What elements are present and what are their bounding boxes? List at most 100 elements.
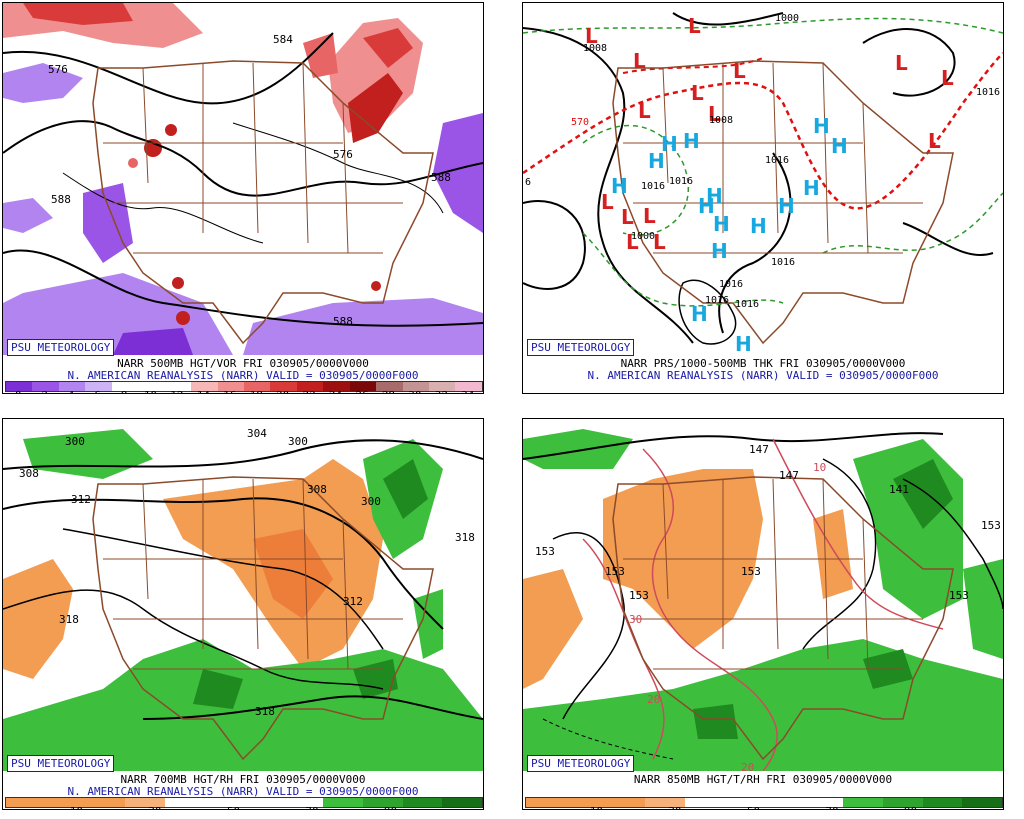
contour-label: 300 xyxy=(361,495,381,508)
color-scale-swatch xyxy=(283,798,324,807)
color-scale-swatch xyxy=(803,798,844,807)
color-scale-swatch xyxy=(85,798,126,807)
contour-label: 300 xyxy=(288,435,308,448)
color-scale-label: 90 xyxy=(904,805,917,809)
contour-label: 588 xyxy=(431,171,451,184)
isotherm-label: 30 xyxy=(629,613,642,626)
high-pressure-marker: H xyxy=(698,194,715,218)
psu-meteorology-badge: PSU METEOROLOGY xyxy=(527,755,635,772)
low-pressure-marker: L xyxy=(638,99,651,123)
isobar-label: 1016 xyxy=(669,176,693,187)
color-scale-label: 10 xyxy=(590,805,603,809)
color-scale-swatch xyxy=(764,798,804,807)
contour-label: 588 xyxy=(51,193,71,206)
isobar-label: 1016 xyxy=(976,87,1000,98)
low-pressure-marker: L xyxy=(688,14,701,38)
contour-label: 153 xyxy=(605,565,625,578)
contour-label: 308 xyxy=(19,467,39,480)
high-pressure-marker: H xyxy=(803,176,820,200)
isotherm-label: 20 xyxy=(741,761,754,771)
high-pressure-marker: H xyxy=(813,114,830,138)
high-pressure-marker: H xyxy=(713,212,730,236)
thickness-label: 6 xyxy=(525,177,531,188)
high-pressure-marker: H xyxy=(831,134,848,158)
contour-label: 304 xyxy=(247,427,267,440)
contour-label: 318 xyxy=(255,705,275,718)
color-scale-swatch xyxy=(191,382,218,391)
color-scale-swatch xyxy=(204,798,245,807)
high-pressure-marker: H xyxy=(778,194,795,218)
map-700mb-humidity: 300 300 308 312 304 308 300 318 318 312 … xyxy=(3,419,483,771)
color-scale-label: 70 xyxy=(825,805,838,809)
color-scale-swatch xyxy=(843,798,884,807)
color-scale-label: 22 xyxy=(302,389,315,393)
isotherm-label: 10 xyxy=(813,461,826,474)
color-scale-label: 14 xyxy=(197,389,210,393)
color-scale-swatch xyxy=(883,798,923,807)
color-scale-label: 20 xyxy=(276,389,289,393)
color-scale-swatch xyxy=(724,798,765,807)
color-scale-swatch xyxy=(243,382,271,391)
contour-label: 318 xyxy=(455,531,475,544)
low-pressure-marker: L xyxy=(941,66,954,90)
color-scale-swatch xyxy=(402,798,443,807)
color-scale-swatch xyxy=(244,798,284,807)
high-pressure-marker: H xyxy=(648,149,665,173)
map-pressure-thickness: L L L L L L L L L L L L L L L H H H H H … xyxy=(523,3,1003,355)
contour-label: 153 xyxy=(949,589,969,602)
caption-product-line: NARR 700MB HGT/RH FRI 030905/0000V000 xyxy=(120,773,366,786)
psu-meteorology-badge: PSU METEOROLOGY xyxy=(7,339,115,356)
low-pressure-marker: L xyxy=(691,81,704,105)
color-scale-swatch xyxy=(565,798,606,807)
color-scale-swatch xyxy=(962,798,1003,807)
color-scale-swatch xyxy=(164,798,205,807)
color-scale-swatch xyxy=(6,382,33,391)
high-pressure-marker: H xyxy=(683,129,700,153)
color-scale-swatch xyxy=(429,382,456,391)
low-pressure-marker: L xyxy=(585,24,598,48)
color-scale-label: 6 xyxy=(94,389,101,393)
isobar-label: 1000 xyxy=(775,13,799,24)
psu-meteorology-badge: PSU METEOROLOGY xyxy=(7,755,115,772)
contour-label: 576 xyxy=(333,148,353,161)
isobar-label: 1016 xyxy=(719,279,743,290)
contour-label: 153 xyxy=(741,565,761,578)
low-pressure-marker: L xyxy=(708,102,721,126)
contour-label: 318 xyxy=(59,613,79,626)
color-scale-swatch xyxy=(376,382,403,391)
color-scale-label: 2 xyxy=(41,389,48,393)
color-scale-swatch xyxy=(85,382,112,391)
color-scale-swatch xyxy=(125,798,165,807)
caption-product-line: NARR 850MB HGT/T/RH FRI 030905/0000V000 xyxy=(633,773,893,786)
color-scale-swatch xyxy=(45,798,86,807)
color-scale-label: 16 xyxy=(223,389,236,393)
isobar-label: 1000 xyxy=(631,231,655,242)
color-scale-swatch xyxy=(6,798,46,807)
caption-product-line: NARR PRS/1000-500MB THK FRI 030905/0000V… xyxy=(620,357,906,370)
map-500mb-vorticity: 576 584 588 588 588 576 xyxy=(3,3,483,355)
low-pressure-marker: L xyxy=(928,129,941,153)
color-scale-swatch xyxy=(323,382,350,391)
color-scale-label: 90 xyxy=(384,805,397,809)
color-scale-swatch xyxy=(455,382,482,391)
isobar-label: 1008 xyxy=(583,43,607,54)
color-scale-swatch xyxy=(217,382,244,391)
color-scale-swatch xyxy=(138,382,165,391)
isobar-label: 1016 xyxy=(641,181,665,192)
low-pressure-marker: L xyxy=(643,204,656,228)
color-scale-bar xyxy=(525,797,1003,808)
contour-label: 576 xyxy=(48,63,68,76)
isotherm-label: 20 xyxy=(647,693,660,706)
high-pressure-marker: H xyxy=(735,332,752,355)
caption-valid-line: N. AMERICAN REANALYSIS (NARR) VALID = 03… xyxy=(67,785,419,798)
color-scale-swatch xyxy=(684,798,725,807)
contour-label: 153 xyxy=(535,545,555,558)
caption-valid-line: N. AMERICAN REANALYSIS (NARR) VALID = 03… xyxy=(67,369,419,382)
color-scale-swatch xyxy=(363,798,403,807)
contour-label: 312 xyxy=(71,493,91,506)
color-scale-label: 30 xyxy=(148,805,161,809)
color-scale-label: 10 xyxy=(144,389,157,393)
high-pressure-marker: H xyxy=(750,214,767,238)
color-scale-label: 30 xyxy=(408,389,421,393)
color-scale-swatch xyxy=(296,382,324,391)
